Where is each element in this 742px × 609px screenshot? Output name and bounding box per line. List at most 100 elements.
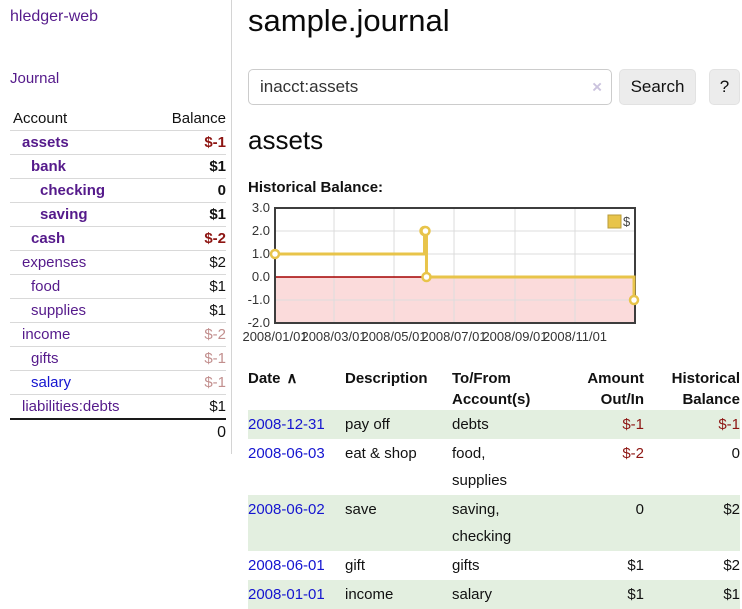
account-row: cash $-2	[10, 226, 226, 251]
register-table: Date ∧ Description To/From Account(s) Amount O…	[248, 366, 740, 609]
transaction-accounts: food, supplies	[452, 445, 508, 489]
account-balance: $2	[209, 254, 226, 271]
account-row: bank $1	[10, 154, 226, 179]
transaction-date-link[interactable]: 2008-06-03	[248, 445, 325, 462]
transaction-description: income	[345, 580, 452, 609]
account-row: food $1	[10, 274, 226, 299]
svg-text:-2.0: -2.0	[248, 315, 270, 330]
transaction-description: gift	[345, 557, 366, 574]
account-row: salary $-1	[10, 370, 226, 395]
account-heading: assets	[248, 125, 324, 155]
account-link[interactable]: cash	[31, 230, 66, 247]
historical-balance-chart: $3.0 2.0 1.0 0.0 -1.0 -2.02008/01/012008/03/0…	[243, 201, 640, 344]
search-button[interactable]: Search	[619, 69, 696, 105]
account-link[interactable]: saving	[40, 206, 88, 223]
transaction-date-link[interactable]: 2008-06-02	[248, 501, 325, 518]
account-balance: $1	[209, 278, 226, 295]
account-row: checking 0	[10, 178, 226, 203]
account-link[interactable]: gifts	[31, 350, 59, 367]
accounts-total-balance: 0	[154, 418, 226, 444]
svg-text:2.0: 2.0	[252, 223, 270, 238]
svg-text:0.0: 0.0	[252, 269, 270, 284]
app-title-link[interactable]: hledger-web	[10, 8, 99, 25]
account-link[interactable]: bank	[31, 158, 67, 175]
svg-text:2008/01/01: 2008/01/01	[243, 329, 308, 344]
register-column-header: To/From Account(s)	[452, 370, 531, 408]
transaction-balance: $2	[723, 557, 740, 574]
account-balance: $1	[209, 398, 226, 415]
transaction-amount: 0	[552, 495, 644, 551]
transaction-row: 2008-12-31 pay off debts $-1 $-1	[248, 410, 740, 439]
account-link[interactable]: food	[31, 278, 61, 295]
account-balance: $-1	[204, 350, 226, 367]
balance-column-header: Balance	[171, 110, 226, 127]
svg-text:2008/11/01: 2008/11/01	[543, 329, 607, 344]
register-column-header: Amount Out/In	[587, 370, 644, 408]
transaction-amount: $-1	[552, 410, 644, 439]
account-row: gifts $-1	[10, 346, 226, 371]
svg-text:2008/03/01: 2008/03/01	[301, 329, 366, 344]
register-column-header[interactable]: Date ∧	[248, 370, 298, 387]
accounts-table: Account Balance assets $-1 bank $1 checking 0…	[10, 107, 226, 444]
transaction-row: 2008-06-02 save saving, checking 0 $2	[248, 495, 740, 551]
account-link[interactable]: income	[22, 326, 71, 343]
page-title: sample.journal	[248, 3, 450, 38]
account-row: saving $1	[10, 202, 226, 227]
transaction-date-link[interactable]: 2008-12-31	[248, 416, 325, 433]
svg-text:1.0: 1.0	[252, 246, 270, 261]
account-link[interactable]: assets	[22, 134, 69, 151]
account-link[interactable]: liabilities:debts	[22, 398, 120, 415]
sort-ascending-icon: ∧	[286, 370, 298, 387]
svg-text:2008/05/01: 2008/05/01	[361, 329, 426, 344]
account-row: supplies $1	[10, 298, 226, 323]
clear-search-icon[interactable]: ×	[592, 77, 602, 97]
account-balance: $-1	[204, 134, 226, 151]
account-balance: 0	[217, 182, 226, 199]
transaction-balance: $1	[644, 580, 740, 609]
account-row: income $-2	[10, 322, 226, 347]
svg-text:$: $	[623, 214, 631, 229]
account-link[interactable]: expenses	[22, 254, 87, 271]
account-row: assets $-1	[10, 130, 226, 155]
svg-text:3.0: 3.0	[252, 201, 270, 215]
account-balance: $-2	[204, 230, 226, 247]
account-column-header: Account	[13, 110, 68, 127]
transaction-accounts: salary	[452, 580, 552, 609]
account-balance: $-1	[204, 374, 226, 391]
search-input[interactable]	[248, 69, 612, 105]
sidebar: hledger-web Journal Account Balance asse…	[0, 0, 232, 454]
transaction-balance: $2	[644, 495, 740, 551]
accounts-total-row: 0	[10, 418, 226, 444]
transaction-description: eat & shop	[345, 445, 417, 462]
transaction-row: 2008-01-01 income salary $1 $1	[248, 580, 740, 609]
search-bar: × Search ?	[248, 69, 742, 105]
transaction-date-link[interactable]: 2008-06-01	[248, 557, 325, 574]
account-link[interactable]: checking	[40, 182, 106, 199]
register-column-header: Description	[345, 370, 428, 387]
account-link[interactable]: supplies	[31, 302, 87, 319]
account-link[interactable]: salary	[31, 374, 72, 391]
transaction-row: 2008-06-01 gift gifts $1 $2	[248, 551, 740, 580]
svg-text:2008/07/01: 2008/07/01	[421, 329, 486, 344]
account-balance: $1	[209, 302, 226, 319]
chart-title: Historical Balance:	[248, 179, 384, 196]
transaction-balance: 0	[731, 445, 740, 462]
transaction-description: pay off	[345, 410, 452, 439]
main-content: sample.journal × Search ? assets Histori…	[232, 0, 742, 609]
transaction-amount: $-2	[622, 445, 644, 462]
transaction-balance: $-1	[644, 410, 740, 439]
account-row: expenses $2	[10, 250, 226, 275]
accounts-table-header: Account Balance	[10, 107, 226, 131]
transaction-description: save	[345, 495, 452, 551]
transaction-accounts: gifts	[452, 557, 480, 574]
account-row: liabilities:debts $1	[10, 394, 226, 420]
transaction-amount: $1	[552, 580, 644, 609]
help-button[interactable]: ?	[709, 69, 740, 105]
transaction-amount: $1	[627, 557, 644, 574]
transaction-accounts: saving, checking	[452, 495, 552, 551]
svg-text:2008/09/01: 2008/09/01	[482, 329, 547, 344]
svg-text:-1.0: -1.0	[248, 292, 270, 307]
transaction-date-link[interactable]: 2008-01-01	[248, 586, 325, 603]
journal-link[interactable]: Journal	[10, 70, 60, 87]
